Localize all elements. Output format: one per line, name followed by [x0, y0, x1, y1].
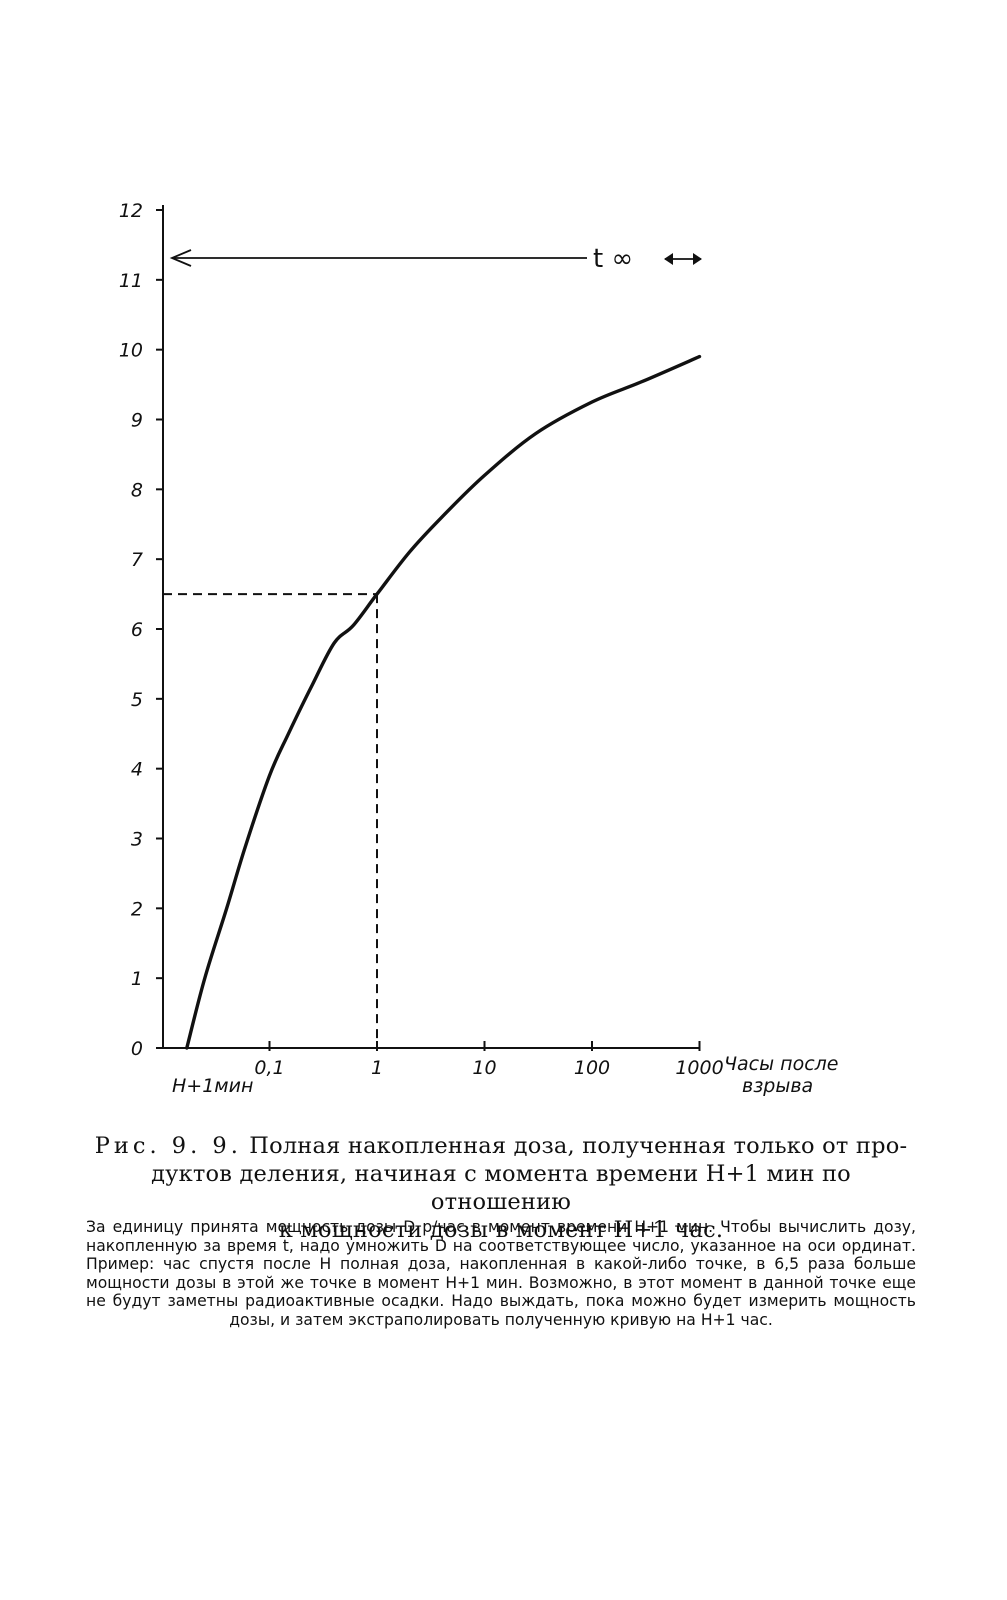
asymptote-arrow-head-icon — [169, 249, 192, 267]
x-tick-label: 1000 — [675, 1057, 723, 1079]
y-tick-label: 12 — [119, 200, 143, 222]
y-tick-label: 3 — [131, 829, 143, 851]
y-tick-label: 6 — [131, 619, 143, 641]
x-axis-label-line2: взрыва — [742, 1075, 813, 1097]
reference-lines — [163, 593, 378, 1048]
figure-caption: Рис. 9. 9. Полная накопленная доза, полу… — [86, 1132, 916, 1244]
y-tick-label: 4 — [131, 759, 143, 781]
dose-curve — [185, 354, 702, 1050]
x-axis-label-line1: Часы после — [724, 1053, 838, 1075]
x-ticks: 0,1 1 10 100 1000 — [254, 1041, 724, 1079]
double-arrow-icon — [664, 253, 702, 265]
y-tick-label: 1 — [131, 968, 143, 990]
x-tick-label: 1 — [371, 1057, 383, 1079]
caption-line1: Рис. 9. 9. Полная накопленная доза, полу… — [86, 1132, 916, 1160]
y-tick-label: 7 — [131, 549, 143, 571]
y-tick-label: 10 — [119, 340, 143, 362]
x-axis: 0,1 1 10 100 1000 H+1мин Часы после взрыва — [163, 1041, 838, 1097]
x-tick-label: 0,1 — [254, 1057, 284, 1079]
x-tick-label: 100 — [574, 1057, 610, 1079]
caption-lead: Рис. 9. 9. — [94, 1133, 242, 1159]
y-tick-label: 5 — [131, 689, 143, 711]
asymptote-label: t ∞ — [593, 244, 633, 274]
asymptote-annotation: t ∞ — [169, 244, 702, 274]
y-tick-label: 2 — [131, 898, 143, 920]
y-tick-label: 11 — [119, 270, 143, 292]
y-tick-label: 9 — [131, 410, 143, 432]
x-tick-label: 10 — [472, 1057, 496, 1079]
caption-line3: к мощности дозы в момент H+1 час. — [278, 1217, 724, 1243]
caption-line1-text: Полная накопленная доза, полученная толь… — [249, 1133, 908, 1159]
y-tick-label: 8 — [131, 479, 143, 501]
caption-line2: дуктов деления, начиная с момента времен… — [151, 1161, 851, 1215]
y-tick-label: 0 — [131, 1038, 143, 1060]
figure-note: За единицу принята мощность дозы D р/час… — [86, 1218, 916, 1329]
x-origin-label: H+1мин — [172, 1075, 253, 1097]
